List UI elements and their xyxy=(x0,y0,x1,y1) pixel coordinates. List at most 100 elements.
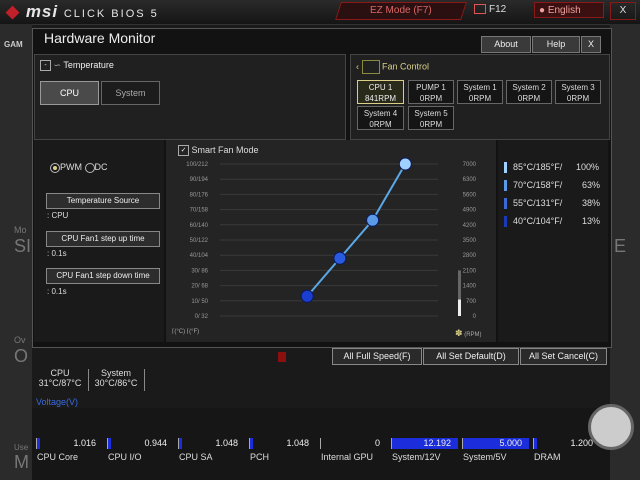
fan-chart-icon xyxy=(361,60,380,74)
fan-system3-button[interactable]: System 3 0RPM xyxy=(555,80,601,104)
rpm-unit-label: ✽ (RPM) xyxy=(455,328,482,338)
voltage-tick xyxy=(462,438,463,449)
smart-fan-label: Smart Fan Mode xyxy=(191,145,259,155)
cpu-temp-readout: CPU 31°C/87°C xyxy=(38,368,82,388)
tab-system[interactable]: System xyxy=(101,81,160,105)
curve-legend xyxy=(498,140,608,342)
temperature-source-value: : CPU xyxy=(47,211,69,220)
legend-item-70: 70°C/158°F/63% xyxy=(504,180,600,192)
smart-fan-checkbox[interactable]: ✓ xyxy=(178,145,189,157)
about-button[interactable]: About xyxy=(481,36,531,53)
all-full-speed-button[interactable]: All Full Speed(F) xyxy=(332,348,422,365)
dc-radio[interactable] xyxy=(84,162,95,173)
left-tick-label: 50/122 xyxy=(190,238,209,244)
language-button[interactable]: ● English xyxy=(534,2,604,18)
voltage-value: 1.048 xyxy=(286,438,309,448)
thermometer-icon: ∽ xyxy=(53,60,62,70)
game-label: GAM xyxy=(4,40,23,49)
voltage-tick xyxy=(249,438,250,449)
fan-system2-button[interactable]: System 2 0RPM xyxy=(506,80,552,104)
left-tick-label: 20/ 68 xyxy=(191,284,208,290)
fan-system4-button[interactable]: System 4 0RPM xyxy=(357,106,404,130)
fan-system5-button[interactable]: System 5 0RPM xyxy=(408,106,454,130)
help-button[interactable]: Help xyxy=(532,36,580,53)
all-set-cancel-button[interactable]: All Set Cancel(C) xyxy=(520,348,607,365)
voltage-meter: 0 xyxy=(320,438,388,449)
voltage-bar xyxy=(108,438,111,449)
fan-cpu1-button[interactable]: CPU 1 841RPM xyxy=(357,80,404,104)
bg-letter-1: SI xyxy=(14,236,32,256)
right-tick-label: 2100 xyxy=(463,268,477,274)
curve-point[interactable] xyxy=(333,251,347,265)
product-text: CLICK BIOS 5 xyxy=(63,8,159,20)
smart-fan-mode: ✓ Smart Fan Mode xyxy=(178,145,259,157)
bg-letter-0: Mo xyxy=(14,225,27,235)
voltage-bar xyxy=(179,438,182,449)
voltage-meter: 0.944 xyxy=(107,438,175,449)
right-tick-label: 3500 xyxy=(463,238,477,244)
tab-cpu[interactable]: CPU xyxy=(40,81,99,105)
thermometer-c-icon: ⌈ xyxy=(172,329,175,335)
bg-letter-5: M xyxy=(14,452,29,472)
right-tick-label: 700 xyxy=(466,299,477,305)
left-tick-label: 100/212 xyxy=(186,162,208,168)
voltage-bar xyxy=(534,438,537,449)
bg-letter-2: Ov xyxy=(14,335,26,345)
right-tick-label: 6300 xyxy=(463,177,477,183)
voltage-name: CPU I/O xyxy=(108,452,142,462)
right-tick-label: 1400 xyxy=(463,284,477,290)
pwm-radio[interactable] xyxy=(50,162,60,173)
voltage-bar xyxy=(392,438,458,449)
legend-item-55: 55°C/131°F/38% xyxy=(504,198,600,210)
bg-letter-4: Use xyxy=(14,443,29,452)
divider xyxy=(88,369,89,391)
voltage-meter: 1.048 xyxy=(178,438,246,449)
voltage-label: Voltage(V) xyxy=(36,397,79,407)
bg-letter-3: O xyxy=(14,346,29,366)
legend-swatch xyxy=(504,180,507,192)
fan-system1-button[interactable]: System 1 0RPM xyxy=(457,80,503,104)
voltage-bar xyxy=(37,438,40,449)
voltage-tick xyxy=(391,438,392,449)
right-tick-label: 2800 xyxy=(463,253,477,259)
step-up-button[interactable]: CPU Fan1 step up time xyxy=(46,231,160,247)
temp-unit-labels: ⌈(°C) ⌈(°F) xyxy=(172,329,200,335)
legend-swatch xyxy=(504,216,507,228)
dc-label: DC xyxy=(94,162,108,172)
temperature-source-button[interactable]: Temperature Source xyxy=(46,193,160,209)
right-tick-label: 4900 xyxy=(463,208,477,214)
divider xyxy=(144,369,145,391)
dialog-close-button[interactable]: X xyxy=(581,36,601,53)
dialog-title: Hardware Monitor xyxy=(44,30,156,46)
camera-icon xyxy=(474,4,486,15)
ez-mode-button[interactable]: EZ Mode (F7) xyxy=(335,2,467,20)
step-down-button[interactable]: CPU Fan1 step down time xyxy=(46,268,160,284)
chevron-left-icon[interactable]: ‹ xyxy=(356,61,359,72)
voltage-value: 1.016 xyxy=(73,438,96,448)
step-down-value: : 0.1s xyxy=(47,287,67,296)
left-tick-label: 80/176 xyxy=(190,192,209,198)
warning-icon xyxy=(278,352,286,362)
voltage-value: 0.944 xyxy=(144,438,167,448)
fan-pump1-button[interactable]: PUMP 1 0RPM xyxy=(408,80,454,104)
voltage-tick xyxy=(178,438,179,449)
watermark-logo xyxy=(588,404,634,450)
top-bar xyxy=(0,0,640,25)
legend-swatch xyxy=(504,162,507,174)
all-set-default-button[interactable]: All Set Default(D) xyxy=(423,348,519,365)
dragon-icon: ◆ xyxy=(6,2,21,21)
fan-curve-line xyxy=(306,163,407,297)
collapse-icon[interactable]: - xyxy=(40,60,51,72)
left-tick-label: 0/ 32 xyxy=(195,314,209,320)
voltage-name: DRAM xyxy=(534,452,561,462)
left-tick-label: 60/140 xyxy=(190,223,209,229)
bios-close-button[interactable]: X xyxy=(610,2,636,20)
curve-point[interactable] xyxy=(366,213,380,227)
curve-point[interactable] xyxy=(300,289,314,303)
left-tick-label: 40/104 xyxy=(190,253,209,259)
globe-icon: ● xyxy=(539,5,546,16)
voltage-value: 1.200 xyxy=(570,438,593,448)
curve-point[interactable] xyxy=(398,157,412,171)
f12-screenshot-button[interactable]: F12 xyxy=(474,4,506,15)
